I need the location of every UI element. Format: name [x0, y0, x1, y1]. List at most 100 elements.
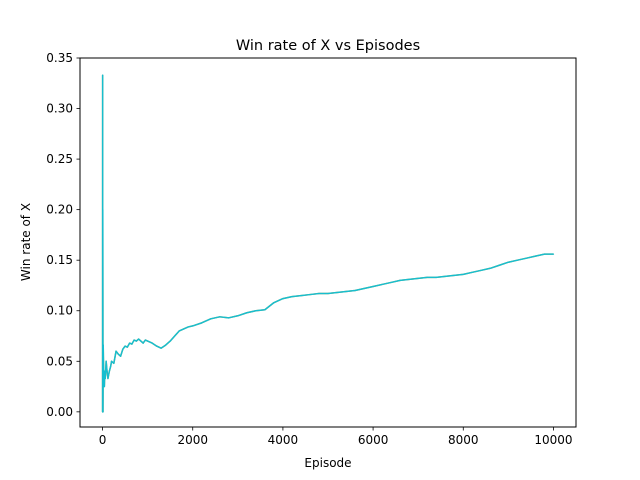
data-point — [187, 326, 189, 328]
x-tick-label: 6000 — [358, 433, 389, 447]
data-point — [133, 339, 135, 341]
data-point — [201, 322, 203, 324]
data-point — [110, 360, 113, 362]
x-tick-label: 4000 — [268, 433, 299, 447]
data-point — [126, 346, 128, 348]
data-point — [489, 267, 491, 269]
data-point — [543, 253, 546, 255]
data-point — [210, 318, 212, 320]
data-point — [117, 353, 119, 355]
y-axis-label: Win rate of X — [19, 203, 33, 281]
x-axis-label: Episode — [304, 456, 351, 470]
data-point — [381, 283, 383, 286]
data-point — [282, 298, 284, 300]
data-point — [498, 264, 500, 266]
data-point — [108, 370, 110, 372]
y-tick-label: 0.35 — [46, 51, 73, 65]
data-point — [426, 276, 428, 278]
x-tick-label: 8000 — [448, 433, 479, 447]
data-point — [534, 255, 537, 257]
data-point — [106, 370, 108, 372]
plot-background — [80, 58, 576, 427]
data-point — [255, 310, 257, 312]
data-point — [104, 377, 106, 380]
data-point — [104, 370, 106, 372]
data-point — [110, 365, 112, 367]
data-point — [435, 276, 437, 278]
data-point — [336, 291, 338, 294]
data-point — [273, 302, 275, 304]
data-point — [480, 269, 482, 271]
data-point — [516, 259, 518, 261]
data-point — [135, 340, 137, 342]
data-point — [300, 294, 302, 297]
y-tick-label: 0.25 — [46, 152, 73, 166]
data-point — [525, 257, 528, 259]
data-point — [102, 209, 104, 211]
data-point — [115, 350, 117, 352]
data-point — [507, 261, 509, 263]
data-point — [390, 281, 392, 284]
data-point — [174, 335, 176, 337]
data-point — [151, 342, 153, 344]
x-tick-label: 10000 — [534, 433, 572, 447]
data-point — [103, 385, 105, 388]
plot-frame — [79, 57, 577, 428]
series-line — [101, 74, 554, 413]
y-tick-label: 0.05 — [46, 354, 73, 368]
data-point — [165, 344, 167, 346]
data-point — [327, 292, 329, 295]
data-point — [103, 377, 105, 380]
data-point — [138, 338, 140, 340]
data-point — [156, 345, 158, 347]
data-point — [140, 340, 142, 342]
data-point — [178, 330, 180, 332]
data-point — [160, 347, 162, 349]
data-point — [291, 295, 293, 298]
data-point — [372, 285, 374, 288]
data-point — [453, 274, 455, 276]
data-point — [399, 279, 401, 282]
data-point — [102, 74, 104, 76]
data-point — [122, 348, 124, 350]
data-point — [219, 316, 221, 318]
y-tick-label: 0.15 — [46, 253, 73, 267]
data-point — [183, 328, 185, 330]
data-point — [102, 360, 105, 362]
data-point — [363, 287, 365, 290]
x-tick-label: 0 — [99, 433, 107, 447]
data-point — [124, 345, 126, 347]
data-point — [107, 377, 109, 380]
data-point — [131, 343, 133, 345]
data-point — [129, 342, 131, 344]
x-axis: 0 2000 4000 6000 8000 10000 — [99, 427, 573, 447]
data-point — [345, 290, 347, 293]
data-point — [142, 342, 144, 344]
y-tick-label: 0.10 — [46, 304, 73, 318]
data-point — [318, 292, 320, 295]
data-point — [309, 293, 311, 296]
y-tick-label: 0.30 — [46, 102, 73, 116]
data-point — [102, 411, 104, 413]
data-point — [228, 317, 230, 319]
data-point — [444, 275, 446, 277]
data-point — [264, 309, 266, 311]
y-axis: 0.00 0.05 0.10 0.15 0.20 0.25 0.30 0.35 — [46, 51, 80, 419]
series-layer — [101, 74, 555, 413]
y-tick-label: 0.20 — [46, 203, 73, 217]
data-point — [169, 340, 171, 342]
data-point — [119, 355, 122, 357]
data-point — [552, 253, 555, 255]
data-point — [147, 340, 149, 342]
data-point — [105, 360, 107, 362]
data-point — [246, 312, 248, 314]
data-point — [471, 271, 473, 273]
data-point — [417, 277, 419, 279]
data-point — [102, 310, 104, 312]
data-point — [102, 344, 104, 346]
data-point — [237, 315, 239, 317]
data-point — [144, 339, 146, 341]
data-point — [408, 278, 410, 280]
data-point — [113, 362, 115, 364]
